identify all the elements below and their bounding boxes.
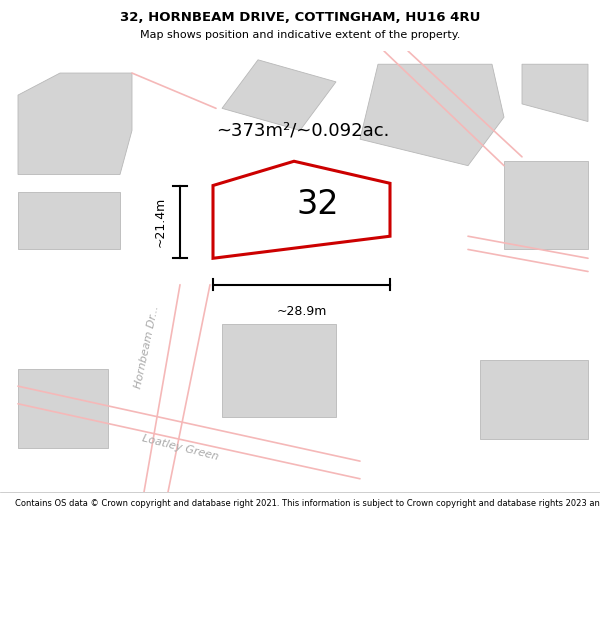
Text: Loatley Green: Loatley Green [141, 434, 219, 462]
Polygon shape [18, 369, 108, 448]
Polygon shape [18, 73, 132, 174]
Polygon shape [522, 64, 588, 121]
Polygon shape [18, 192, 120, 249]
Polygon shape [360, 64, 504, 166]
Polygon shape [222, 60, 336, 131]
Polygon shape [504, 161, 588, 249]
Text: ~28.9m: ~28.9m [277, 304, 326, 318]
Polygon shape [222, 324, 336, 417]
Polygon shape [213, 161, 390, 258]
Text: Hornbeam Dr...: Hornbeam Dr... [133, 304, 161, 389]
Text: 32: 32 [296, 188, 340, 221]
Text: Map shows position and indicative extent of the property.: Map shows position and indicative extent… [140, 30, 460, 40]
Polygon shape [480, 360, 588, 439]
Text: ~21.4m: ~21.4m [154, 197, 167, 247]
Text: 32, HORNBEAM DRIVE, COTTINGHAM, HU16 4RU: 32, HORNBEAM DRIVE, COTTINGHAM, HU16 4RU [120, 11, 480, 24]
Text: Contains OS data © Crown copyright and database right 2021. This information is : Contains OS data © Crown copyright and d… [15, 499, 600, 508]
Text: ~373m²/~0.092ac.: ~373m²/~0.092ac. [216, 121, 389, 139]
